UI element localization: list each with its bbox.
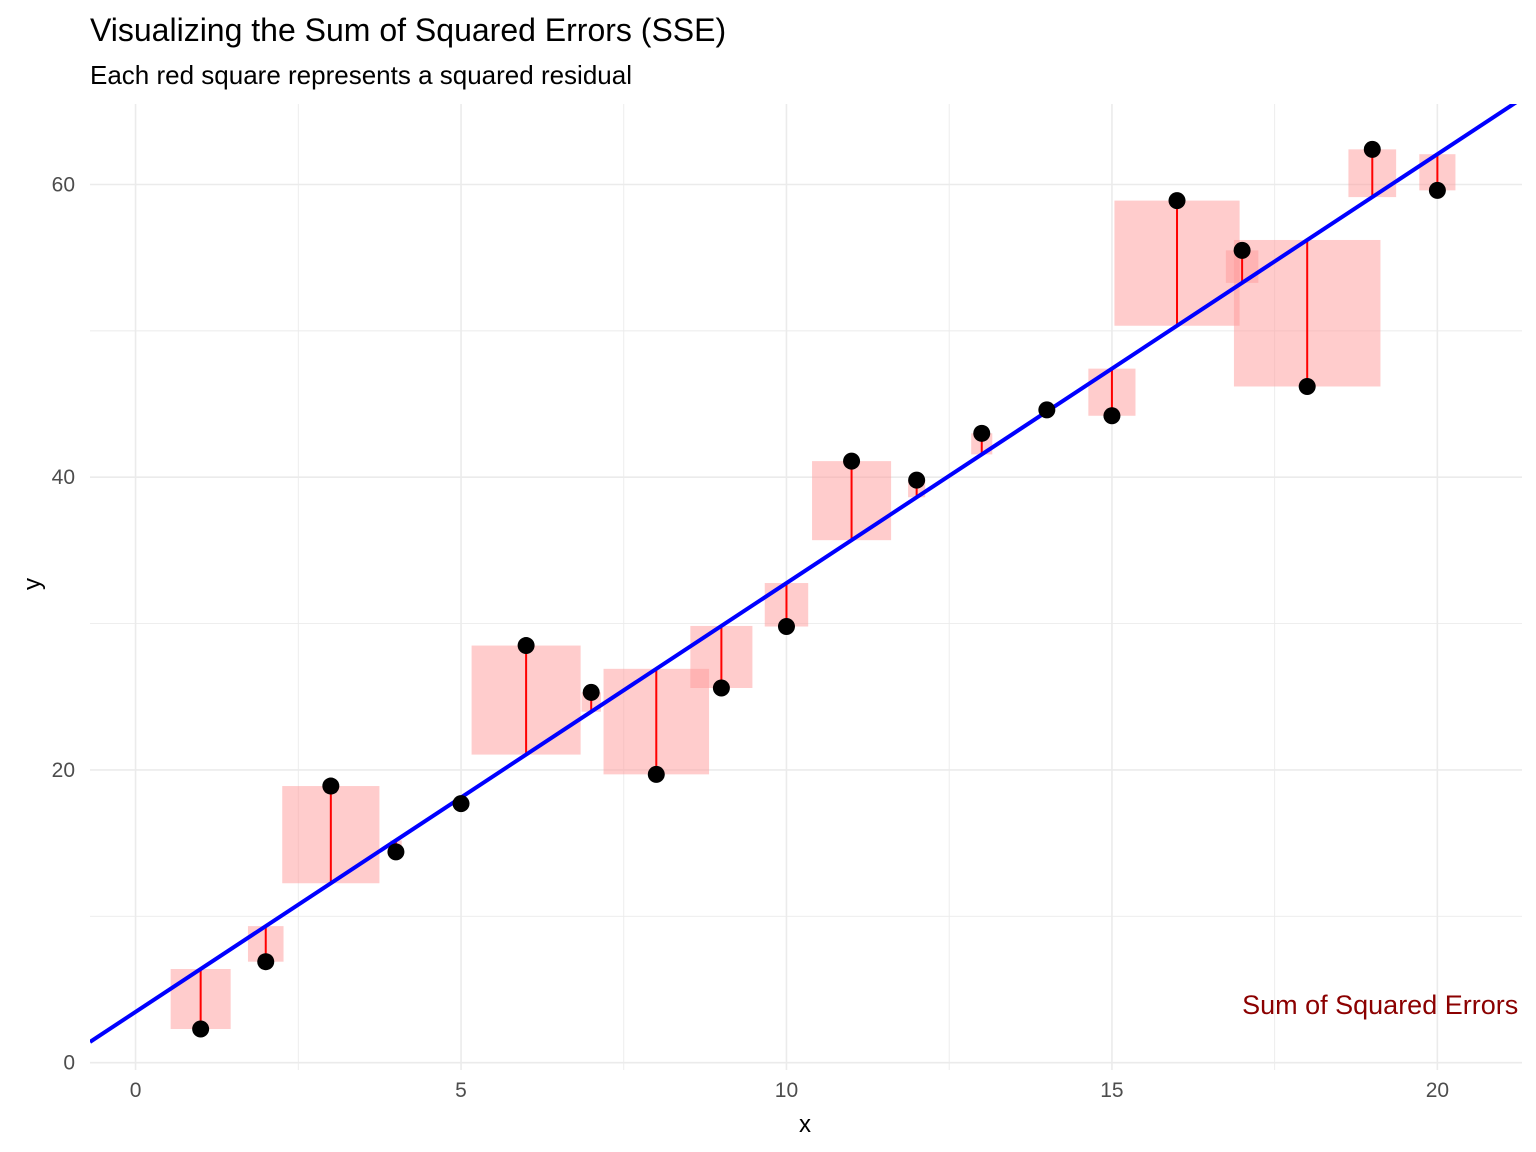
data-point (973, 424, 991, 442)
y-tick-label: 20 (52, 759, 75, 782)
y-axis-title: y (19, 578, 46, 590)
x-axis-title: x (799, 1111, 811, 1138)
data-point (192, 1020, 210, 1038)
regression-fit (90, 104, 1518, 1044)
data-point (387, 843, 405, 861)
data-point (1103, 407, 1121, 425)
chart-subtitle: Each red square represents a squared res… (90, 60, 632, 90)
sse-annotation: Sum of Squared Errors (1242, 990, 1518, 1020)
data-point (452, 795, 470, 813)
data-point (517, 637, 535, 655)
y-tick-label: 40 (52, 466, 75, 489)
data-point (647, 765, 665, 783)
data-point (1428, 181, 1446, 199)
data-point (1233, 241, 1251, 259)
data-point (1298, 377, 1316, 395)
chart-title: Visualizing the Sum of Squared Errors (S… (90, 12, 726, 48)
data-point (843, 452, 861, 470)
data-point (257, 953, 275, 971)
x-tick-label: 20 (1426, 1079, 1449, 1102)
x-axis-ticks: 0 5 10 15 20 (130, 1079, 1449, 1102)
data-point (908, 471, 926, 489)
data-point (1168, 192, 1186, 210)
x-tick-label: 15 (1100, 1079, 1123, 1102)
y-tick-label: 0 (63, 1052, 75, 1075)
x-tick-label: 0 (130, 1079, 142, 1102)
squared-residuals (170, 149, 1456, 1030)
data-point (582, 683, 600, 701)
x-tick-label: 10 (775, 1079, 798, 1102)
data-points (192, 140, 1446, 1038)
data-point (322, 777, 340, 795)
data-point (1038, 401, 1056, 419)
y-tick-label: 60 (52, 174, 75, 197)
y-axis-ticks: 0 20 40 60 (52, 174, 75, 1075)
regression-line (90, 104, 1518, 1044)
data-point (712, 679, 730, 697)
data-point (777, 618, 795, 636)
data-point (1363, 140, 1381, 158)
plot-area: Sum of Squared Errors (90, 104, 1518, 1044)
x-tick-label: 5 (455, 1079, 467, 1102)
